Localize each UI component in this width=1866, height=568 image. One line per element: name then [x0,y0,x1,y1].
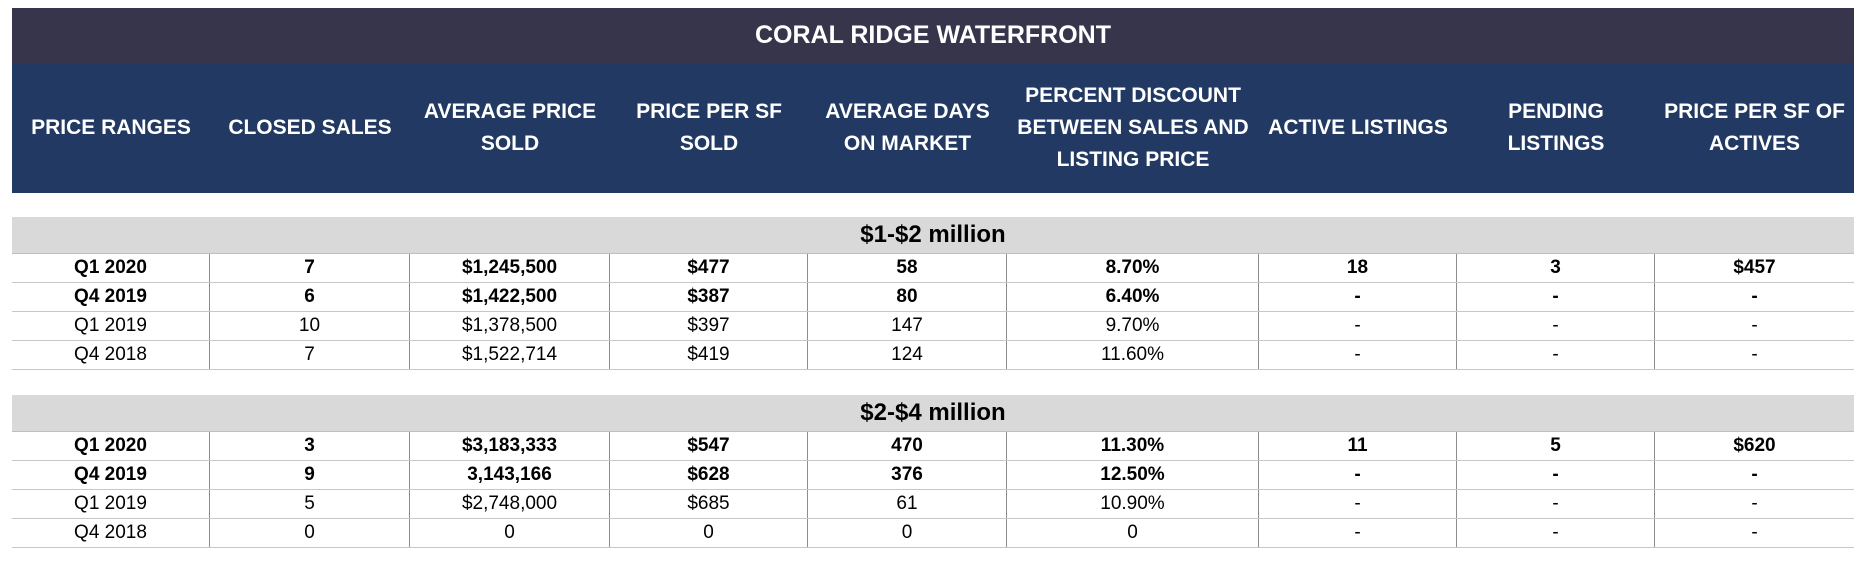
closed-sales-cell: 7 [210,254,410,282]
header-percent-discount: PERCENT DISCOUNT BETWEEN SALES AND LISTI… [1017,84,1249,171]
price-per-sf-cell: $387 [610,283,808,311]
pending-listings-cell: - [1457,283,1655,311]
active-listings-cell: - [1259,519,1457,547]
price-per-sf-cell: $397 [610,312,808,340]
table-row: Q4 2019 6 $1,422,500 $387 80 6.40% - - - [12,283,1854,312]
discount-cell: 0 [1007,519,1259,547]
discount-cell: 6.40% [1007,283,1259,311]
pending-listings-cell: 3 [1457,254,1655,282]
header-average-price-sold: AVERAGE PRICE SOLD [423,100,597,155]
average-price-cell: 3,143,166 [410,461,610,489]
active-listings-cell: - [1259,312,1457,340]
days-on-market-cell: 376 [808,461,1007,489]
days-on-market-cell: 147 [808,312,1007,340]
pending-listings-cell: - [1457,461,1655,489]
days-on-market-cell: 124 [808,341,1007,369]
closed-sales-cell: 6 [210,283,410,311]
active-listings-cell: - [1259,283,1457,311]
table-row: Q4 2019 9 3,143,166 $628 376 12.50% - - - [12,461,1854,490]
active-price-per-sf-cell: $620 [1733,435,1776,456]
price-per-sf-cell: $419 [610,341,808,369]
price-per-sf-cell: $685 [610,490,808,518]
closed-sales-cell: 9 [210,461,410,489]
active-price-per-sf-cell: - [1751,493,1758,514]
discount-cell: 12.50% [1007,461,1259,489]
pending-listings-cell: 5 [1457,432,1655,460]
period-cell: Q4 2018 [12,341,210,369]
discount-cell: 8.70% [1007,254,1259,282]
days-on-market-cell: 58 [808,254,1007,282]
days-on-market-cell: 0 [808,519,1007,547]
closed-sales-cell: 5 [210,490,410,518]
header-active-listings: ACTIVE LISTINGS [1268,116,1448,139]
closed-sales-cell: 7 [210,341,410,369]
price-per-sf-cell: 0 [610,519,808,547]
pending-listings-cell: - [1457,519,1655,547]
period-cell: Q4 2019 [12,461,210,489]
average-price-cell: $1,422,500 [410,283,610,311]
active-price-per-sf-cell: - [1751,286,1758,307]
closed-sales-cell: 10 [210,312,410,340]
table-row: Q1 2020 3 $3,183,333 $547 470 11.30% 11 5 $620 [12,432,1854,461]
header-closed-sales: CLOSED SALES [228,116,392,139]
pending-listings-cell: - [1457,341,1655,369]
price-per-sf-cell: $628 [610,461,808,489]
period-cell: Q1 2019 [12,490,210,518]
closed-sales-cell: 3 [210,432,410,460]
price-per-sf-cell: $477 [610,254,808,282]
active-listings-cell: 11 [1259,432,1457,460]
discount-cell: 9.70% [1007,312,1259,340]
average-price-cell: $1,522,714 [410,341,610,369]
average-price-cell: $2,748,000 [410,490,610,518]
table-row: Q1 2020 7 $1,245,500 $477 58 8.70% 18 3 $457 [12,254,1854,283]
pending-listings-cell: - [1457,312,1655,340]
average-price-cell: $3,183,333 [410,432,610,460]
report-title: CORAL RIDGE WATERFRONT [12,8,1854,63]
pending-listings-cell: - [1457,490,1655,518]
header-average-days-on-market: AVERAGE DAYS ON MARKET [825,100,990,155]
price-group-2-4-million: $2-$4 million Q1 2020 3 $3,183,333 $547 470 1… [12,395,1854,548]
group-title: $1-$2 million [12,217,1854,254]
table-row: Q4 2018 0 0 0 0 0- - - [12,519,1854,548]
period-cell: Q1 2020 [12,432,210,460]
header-pending-listings: PENDING LISTINGS [1507,100,1605,155]
closed-sales-cell: 0 [210,519,410,547]
price-per-sf-cell: $547 [610,432,808,460]
active-listings-cell: 18 [1259,254,1457,282]
header-price-per-sf-actives: PRICE PER SF OF ACTIVES [1664,100,1845,155]
active-listings-cell: - [1259,341,1457,369]
active-price-per-sf-cell: $457 [1733,257,1776,278]
price-group-1-2-million: $1-$2 million Q1 2020 7 $1,245,500 $477 58 8.… [12,217,1854,370]
table-row: Q4 2018 7 $1,522,714 $419 124 11.60% - - - [12,341,1854,370]
discount-cell: 11.60% [1007,341,1259,369]
discount-cell: 10.90% [1007,490,1259,518]
column-header-row: PRICE RANGES CLOSED SALES AVERAGE PRICE … [12,63,1854,193]
period-cell: Q4 2019 [12,283,210,311]
active-price-per-sf-cell: - [1751,344,1758,365]
active-price-per-sf-cell: - [1751,464,1758,485]
group-title: $2-$4 million [12,395,1854,432]
active-price-per-sf-cell: - [1751,315,1758,336]
days-on-market-cell: 470 [808,432,1007,460]
table-row: Q1 2019 10 $1,378,500 $397 147 9.70% - - - [12,312,1854,341]
active-listings-cell: - [1259,461,1457,489]
active-price-per-sf-cell: - [1751,522,1758,543]
average-price-cell: $1,245,500 [410,254,610,282]
days-on-market-cell: 80 [808,283,1007,311]
period-cell: Q1 2019 [12,312,210,340]
header-price-ranges: PRICE RANGES [31,116,191,139]
table-row: Q1 2019 5 $2,748,000 $685 61 10.90% - - - [12,490,1854,519]
active-listings-cell: - [1259,490,1457,518]
market-report-table: CORAL RIDGE WATERFRONT PRICE RANGES CLOS… [12,8,1854,548]
period-cell: Q4 2018 [12,519,210,547]
header-price-per-sf-sold: PRICE PER SF SOLD [636,100,782,155]
days-on-market-cell: 61 [808,490,1007,518]
average-price-cell: 0 [410,519,610,547]
average-price-cell: $1,378,500 [410,312,610,340]
discount-cell: 11.30% [1007,432,1259,460]
period-cell: Q1 2020 [12,254,210,282]
